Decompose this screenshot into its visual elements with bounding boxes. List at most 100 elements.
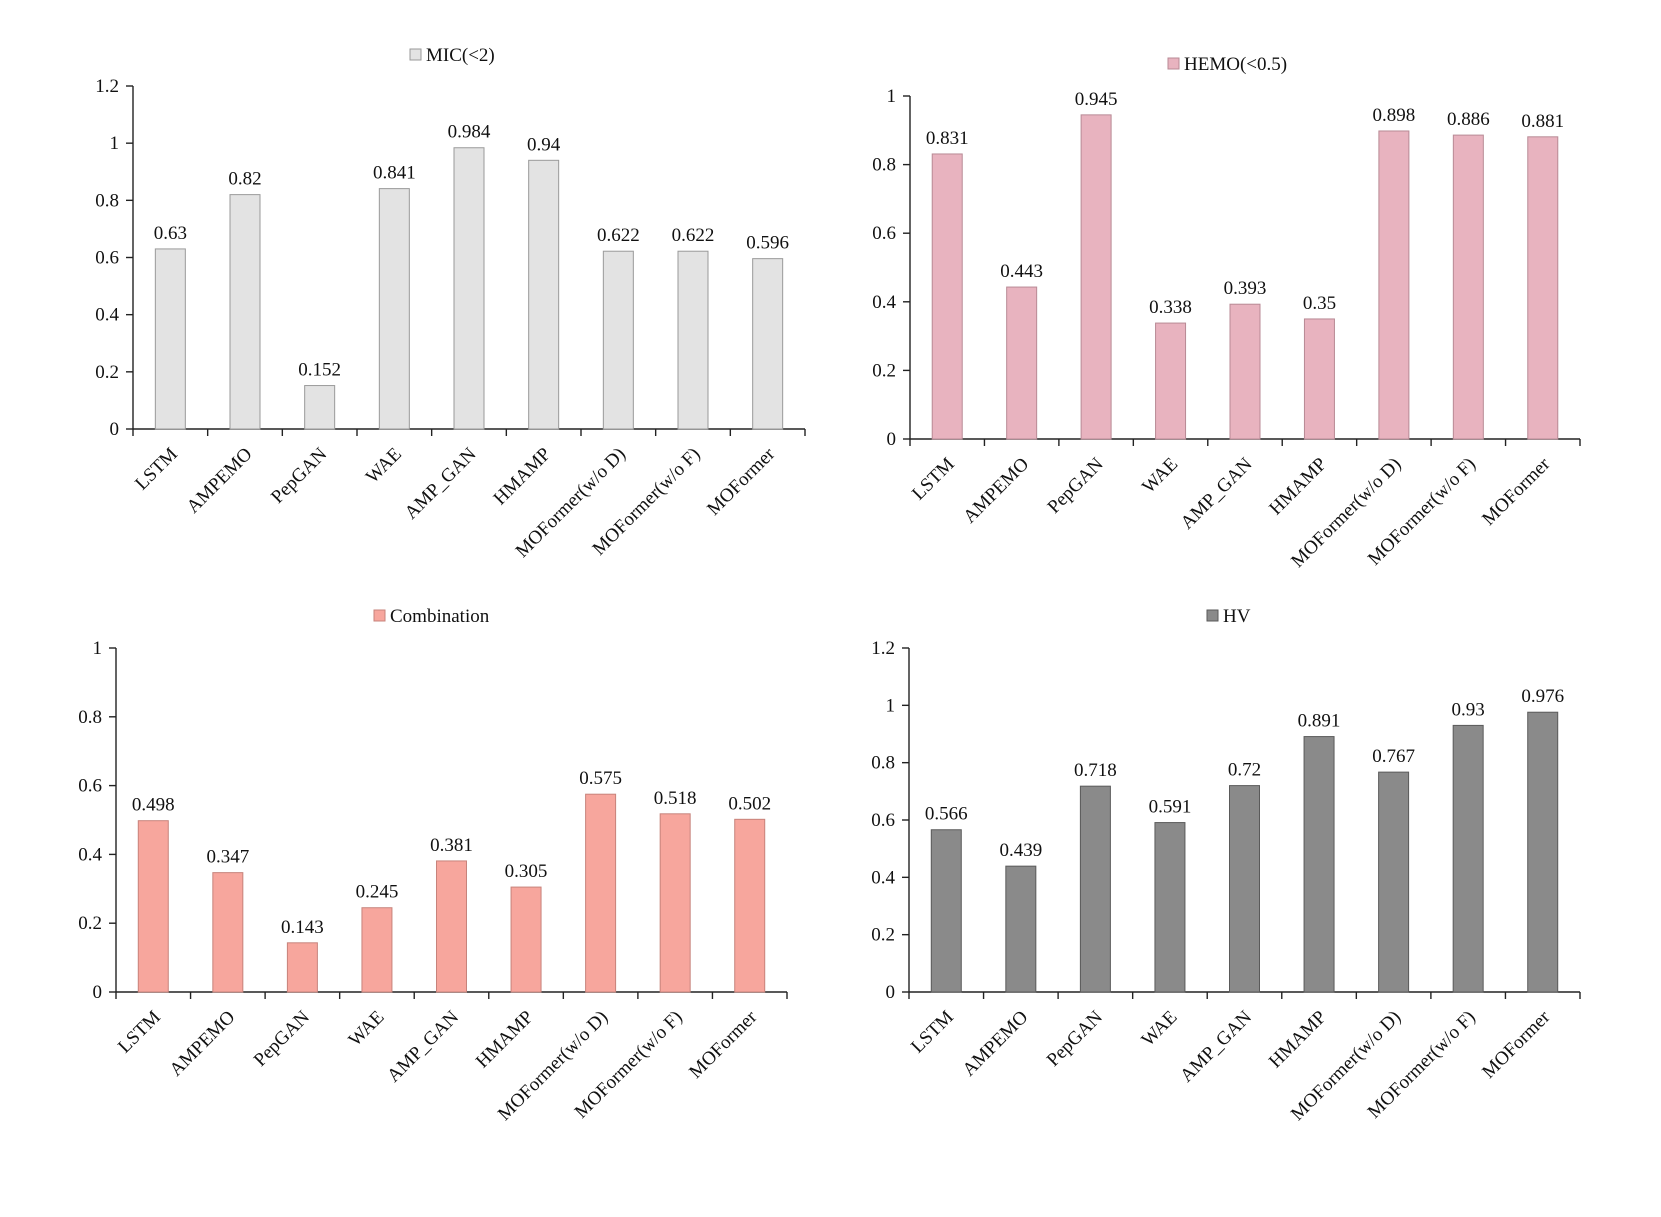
data-label: 0.498: [132, 795, 175, 816]
x-category-label: AMP_GAN: [401, 443, 481, 523]
x-category-label: AMPEMO: [959, 454, 1033, 528]
bar-lstm: [154, 248, 186, 430]
data-label: 0.622: [597, 225, 640, 246]
bar-ampemo: [229, 194, 261, 430]
x-category-label: HMAMP: [472, 1007, 538, 1073]
bar-moformer-w-o-f-: [659, 813, 691, 993]
chart-combination: Combination 0 0.2 0.4 0.6 0.8 1 0.498 LSTM 0.347 A…: [78, 606, 788, 1125]
bar-amp-gan: [453, 147, 485, 430]
legend-label: HEMO(<0.5): [1184, 54, 1287, 75]
x-category-label: LSTM: [114, 1007, 165, 1058]
bar-moformer: [1527, 136, 1559, 440]
y-tick-label: 0.8: [95, 190, 119, 211]
bar-moformer-w-o-d-: [585, 793, 617, 993]
legend-swatch: [1206, 609, 1219, 622]
data-label: 0.35: [1303, 293, 1336, 314]
x-category-label: LSTM: [907, 1007, 958, 1058]
data-label: 0.72: [1228, 760, 1261, 781]
bar-pepgan: [1080, 114, 1112, 440]
x-category-label: AMPEMO: [166, 1007, 240, 1081]
bar-amp-gan: [436, 860, 467, 993]
data-label: 0.305: [505, 861, 548, 882]
bar-wae: [1155, 322, 1187, 440]
y-tick-label: 0.2: [78, 913, 102, 934]
y-tick-label: 0.6: [871, 810, 895, 831]
y-tick-label: 0.8: [872, 155, 896, 176]
data-label: 0.566: [925, 804, 968, 825]
y-tick-label: 0.4: [95, 305, 119, 326]
x-category-label: MOFormer: [685, 1006, 762, 1083]
y-tick-label: 1: [887, 86, 897, 107]
x-category-label: WAE: [362, 444, 406, 488]
bar-moformer-w-o-d-: [602, 250, 634, 430]
y-tick-label: 0.2: [871, 925, 895, 946]
x-category-label: HMAMP: [1265, 454, 1331, 520]
data-label: 0.575: [579, 768, 622, 789]
bar-wae: [378, 188, 410, 430]
x-category-label: AMP_GAN: [383, 1006, 463, 1086]
y-tick-label: 1.2: [871, 638, 895, 659]
data-label: 0.976: [1521, 686, 1564, 707]
data-label: 0.338: [1149, 297, 1192, 318]
y-tick-label: 1: [93, 638, 103, 659]
legend-swatch: [1167, 57, 1180, 70]
bar-hmamp: [1303, 318, 1335, 440]
x-category-label: AMPEMO: [959, 1007, 1033, 1081]
y-tick-label: 0.2: [872, 360, 896, 381]
bar-ampemo: [212, 872, 244, 993]
bar-ampemo: [1006, 286, 1038, 440]
data-label: 0.143: [281, 917, 324, 938]
bar-moformer: [1527, 711, 1559, 993]
bar-moformer: [752, 258, 784, 430]
x-category-label: WAE: [345, 1007, 389, 1051]
data-label: 0.881: [1521, 111, 1564, 132]
x-category-label: PepGAN: [267, 443, 331, 507]
bar-hmamp: [528, 159, 560, 430]
y-tick-label: 0.2: [95, 362, 119, 383]
x-category-label: WAE: [1138, 1007, 1182, 1051]
legend-swatch: [409, 48, 422, 61]
data-label: 0.622: [672, 225, 715, 246]
y-tick-label: 1: [886, 695, 896, 716]
x-category-label: AMP_GAN: [1176, 1006, 1256, 1086]
legend-label: Combination: [390, 606, 490, 627]
y-tick-label: 0: [110, 419, 120, 440]
data-label: 0.439: [999, 840, 1042, 861]
data-label: 0.591: [1149, 797, 1192, 818]
data-label: 0.245: [356, 882, 399, 903]
bar-lstm: [930, 829, 962, 993]
data-label: 0.502: [728, 793, 771, 814]
bar-moformer-w-o-d-: [1378, 771, 1410, 993]
y-tick-label: 0: [93, 982, 103, 1003]
data-label: 0.767: [1372, 746, 1415, 767]
data-label: 0.886: [1447, 109, 1490, 130]
y-tick-label: 0.8: [871, 753, 895, 774]
data-label: 0.63: [154, 223, 187, 244]
x-category-label: PepGAN: [1044, 453, 1108, 517]
bar-amp-gan: [1229, 303, 1261, 440]
bar-moformer-w-o-f-: [1452, 134, 1484, 440]
data-label: 0.518: [654, 788, 697, 809]
y-tick-label: 1: [110, 133, 120, 154]
x-category-label: WAE: [1138, 454, 1182, 498]
y-tick-label: 0.6: [95, 248, 119, 269]
x-category-label: AMPEMO: [183, 444, 257, 518]
data-label: 0.93: [1452, 699, 1485, 720]
chart-mic: MIC(<2) 0 0.2 0.4 0.6 0.8 1 1.2 0.63 LSTM 0.82 AMPE…: [95, 45, 806, 562]
bar-pepgan: [1079, 785, 1111, 993]
bar-moformer-w-o-f-: [677, 250, 709, 430]
legend-label: MIC(<2): [426, 45, 495, 66]
data-label: 0.898: [1373, 105, 1416, 126]
bar-amp-gan: [1229, 785, 1260, 993]
x-category-label: PepGAN: [250, 1006, 314, 1070]
x-category-label: MOFormer: [1478, 1006, 1555, 1083]
bar-hmamp: [1303, 736, 1335, 993]
x-category-label: MOFormer: [1478, 453, 1555, 530]
data-label: 0.381: [430, 835, 473, 856]
data-label: 0.152: [298, 360, 341, 381]
y-tick-label: 0.6: [78, 776, 102, 797]
bar-moformer-w-o-d-: [1378, 130, 1410, 440]
data-label: 0.841: [373, 163, 416, 184]
data-label: 0.393: [1224, 278, 1267, 299]
